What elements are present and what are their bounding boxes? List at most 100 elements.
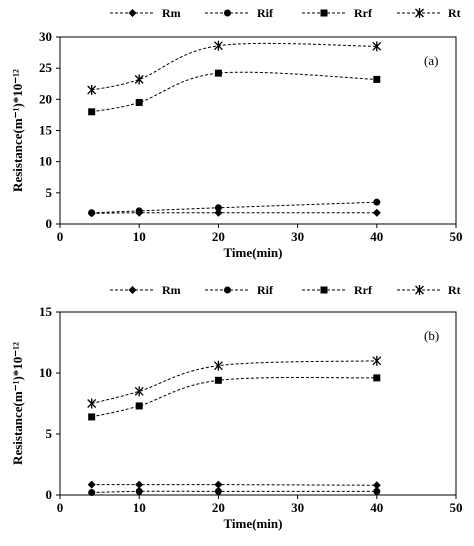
series-rif	[88, 487, 381, 497]
data-point	[214, 376, 222, 384]
data-point	[135, 402, 143, 410]
data-point	[214, 204, 222, 212]
y-tick-label: 30	[39, 29, 52, 44]
x-tick-label: 40	[370, 229, 383, 244]
data-point	[372, 481, 381, 490]
legend-label: Rrf	[354, 283, 373, 297]
panel-label: (b)	[424, 328, 439, 343]
y-tick-label: 0	[46, 216, 53, 231]
legend-marker	[415, 285, 424, 295]
data-point	[214, 69, 222, 77]
legend-2: Rm Rif Rrf Rt	[110, 283, 461, 297]
legend-marker	[224, 9, 231, 17]
x-tick-label: 30	[291, 229, 304, 244]
data-point	[214, 480, 223, 489]
series-line	[91, 360, 377, 404]
x-tick-label: 20	[212, 500, 225, 515]
legend-label: Rif	[257, 6, 274, 20]
y-tick-label: 20	[39, 91, 52, 106]
x-tick-label: 40	[370, 500, 383, 515]
x-axis-label: Time(min)	[224, 516, 283, 531]
data-point	[372, 355, 382, 366]
y-axis-label: Resistance(m⁻¹)*10⁻¹²	[10, 69, 25, 192]
plot-area-frame	[59, 311, 457, 496]
data-point	[373, 75, 381, 83]
data-point	[214, 208, 223, 217]
data-point	[373, 487, 381, 495]
data-point	[213, 360, 223, 371]
series-rrf	[88, 374, 381, 421]
data-point	[135, 98, 143, 106]
data-point	[88, 489, 96, 497]
series-rt	[87, 355, 382, 409]
series-line	[91, 484, 377, 486]
data-point	[134, 386, 144, 397]
series-line	[91, 490, 377, 494]
series-line	[91, 377, 377, 418]
x-tick-label: 20	[212, 229, 225, 244]
data-point	[88, 413, 96, 421]
y-tick-label: 15	[39, 304, 53, 319]
legend-item-rrf: Rrf	[302, 6, 373, 20]
chart-panel-2: Rm Rif Rrf Rt 0 5 10 15 0 10 20 30 40 50 Time(min) Resi…	[10, 283, 463, 531]
legend-marker	[415, 8, 424, 18]
legend-marker	[320, 9, 328, 17]
y-tick-label: 0	[46, 487, 53, 502]
data-point	[87, 398, 97, 409]
data-point	[88, 108, 96, 116]
x-tick-label: 10	[133, 500, 146, 515]
legend-marker	[128, 286, 137, 294]
x-tick-label: 0	[57, 500, 64, 515]
series-rm	[87, 208, 381, 218]
y-tick-label: 10	[39, 154, 52, 169]
legend-label: Rm	[162, 6, 181, 20]
data-point	[372, 208, 381, 217]
y-tick-label: 5	[46, 185, 53, 200]
chart-panel-1: Rm Rif Rrf Rt 0 5 10 15 20 25 30 0 10 20 30 40 50 Time(mi…	[10, 6, 463, 260]
x-tick-label: 50	[450, 229, 463, 244]
data-point	[373, 198, 381, 206]
series-rt	[87, 40, 382, 95]
legend-label: Rt	[448, 6, 461, 20]
legend-item-rm: Rm	[110, 6, 181, 20]
legend-item-rt: Rt	[397, 6, 461, 20]
data-point	[87, 480, 96, 489]
data-point	[134, 74, 144, 85]
legend-marker	[224, 286, 231, 294]
legend-item-rif: Rif	[205, 6, 274, 20]
data-point	[372, 41, 382, 52]
legend-label: Rif	[257, 283, 274, 297]
data-point	[88, 209, 96, 217]
legend-marker	[320, 286, 328, 294]
legend-item-rm: Rm	[110, 283, 181, 297]
y-axis-label: Resistance(m⁻¹)*10⁻¹²	[10, 342, 25, 465]
x-tick-label: 10	[133, 229, 146, 244]
y-tick-label: 25	[39, 60, 53, 75]
series-rrf	[88, 69, 381, 116]
legend-1: Rm Rif Rrf Rt	[110, 6, 461, 20]
plot-area-frame	[59, 36, 457, 225]
legend-label: Rrf	[354, 6, 373, 20]
legend-label: Rm	[162, 283, 181, 297]
x-tick-label: 0	[57, 229, 64, 244]
panel-label: (a)	[424, 53, 438, 68]
x-axis-label: Time(min)	[224, 245, 283, 260]
series-rm	[87, 480, 381, 490]
y-tick-label: 5	[46, 426, 53, 441]
data-point	[135, 207, 143, 215]
legend-marker	[128, 9, 137, 17]
x-tick-label: 30	[291, 500, 304, 515]
series-line	[91, 212, 377, 214]
data-point	[213, 40, 223, 51]
legend-item-rrf: Rrf	[302, 283, 373, 297]
series-line	[91, 42, 377, 91]
data-point	[214, 487, 222, 495]
series-rif	[88, 198, 381, 217]
y-tick-label: 10	[39, 365, 52, 380]
data-point	[135, 480, 144, 489]
data-point	[373, 374, 381, 382]
series-line	[91, 201, 377, 214]
data-point	[135, 487, 143, 495]
legend-item-rif: Rif	[205, 283, 274, 297]
